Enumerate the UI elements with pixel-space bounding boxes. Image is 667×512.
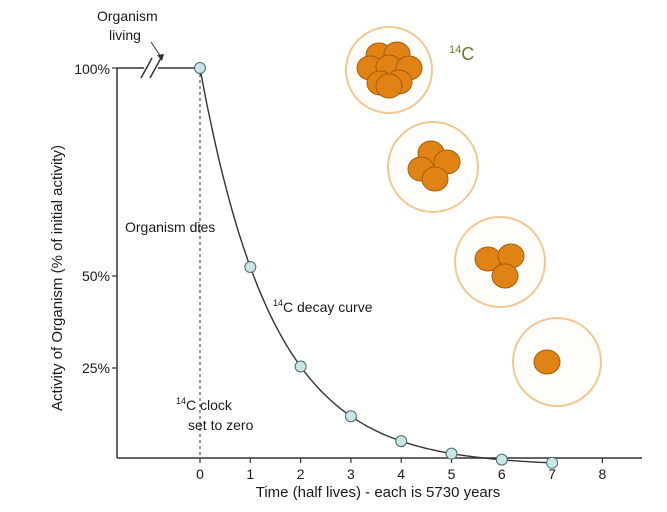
pointer-arrow: [150, 41, 162, 58]
atom-group: [345, 26, 433, 114]
data-point: [546, 456, 559, 469]
x-axis-title: Time (half lives) - each is 5730 years: [256, 484, 501, 501]
x-ticks: 0 1 2 3 4 5 6 7 8: [196, 458, 607, 482]
y-tick-label: 50%: [82, 268, 110, 284]
atom-illustrations: [345, 26, 602, 407]
x-tick-label: 6: [498, 466, 506, 482]
organism-living-label: Organism: [97, 8, 158, 24]
organism-living-label: living: [109, 27, 141, 43]
y-axis-title: Activity of Organism (% of initial activ…: [49, 145, 66, 411]
carbon-atom-icon: [375, 73, 403, 99]
data-point: [194, 62, 206, 74]
carbon-atom-icon: [533, 349, 561, 375]
isotope-label: 14C: [449, 44, 474, 64]
clock-label: 14C clock: [176, 396, 233, 413]
x-tick-label: 3: [347, 466, 355, 482]
x-tick-label: 1: [246, 466, 254, 482]
carbon-atom-icon: [421, 166, 449, 192]
atom-group: [512, 317, 602, 407]
carbon-atom-icon: [491, 263, 519, 289]
organism-dies-label: Organism dies: [125, 219, 215, 235]
x-tick-label: 2: [297, 466, 305, 482]
data-point: [395, 435, 408, 448]
atom-group: [387, 121, 479, 213]
x-tick-label: 5: [448, 466, 456, 482]
axis-break-mark: [149, 57, 162, 79]
atom-group: [454, 216, 546, 308]
data-points: [194, 62, 559, 469]
x-tick-label: 7: [548, 466, 556, 482]
x-tick-label: 0: [196, 466, 204, 482]
decay-curve-label: 14C decay curve: [273, 298, 373, 315]
y-tick-label: 100%: [74, 61, 110, 77]
x-tick-label: 8: [599, 466, 607, 482]
data-point: [244, 261, 257, 273]
data-point: [495, 453, 508, 466]
axis-break-mark: [140, 57, 153, 79]
data-point: [344, 410, 357, 423]
data-point: [294, 360, 307, 373]
decay-curve-line: [199, 67, 553, 464]
arrow-head-icon: [157, 54, 164, 61]
y-tick-label: 25%: [82, 360, 110, 376]
axis-break-gap: [144, 58, 158, 78]
data-point: [445, 447, 458, 460]
x-tick-label: 4: [397, 466, 405, 482]
clock-label: set to zero: [188, 417, 254, 433]
